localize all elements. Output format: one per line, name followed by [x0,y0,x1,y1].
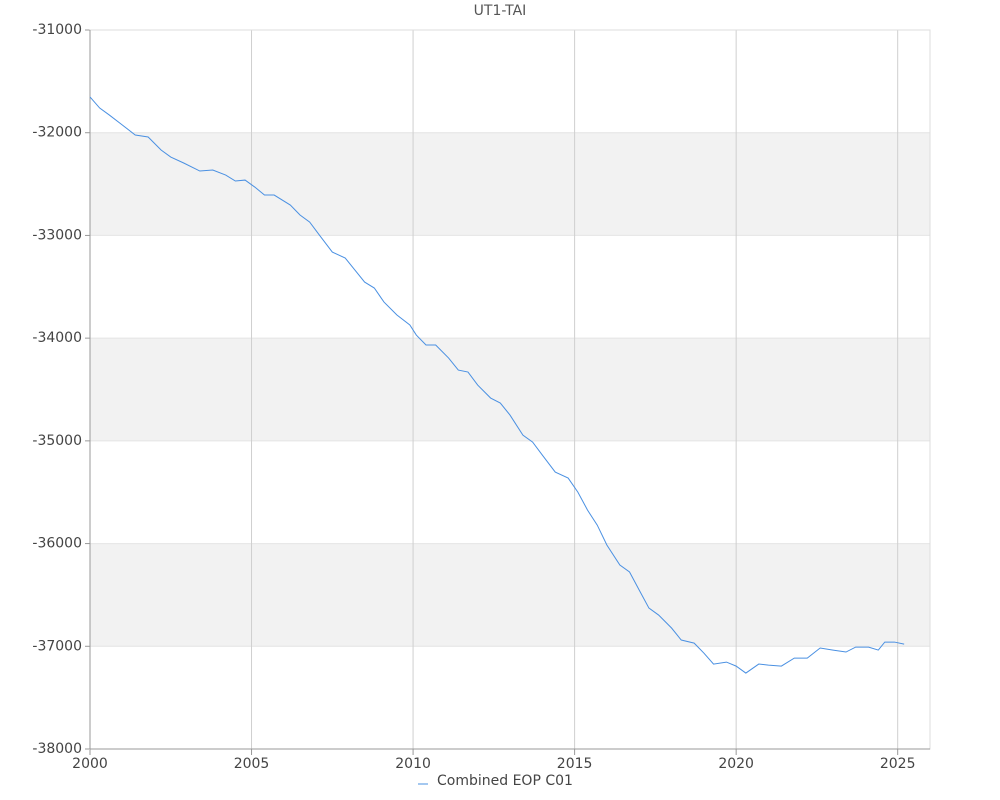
data-line [89,96,905,674]
legend-label: Combined EOP C01 [437,773,573,789]
x-tick-label: 2005 [234,756,270,772]
x-tick-label: 2010 [395,756,431,772]
band [90,543,930,647]
chart-title: UT1-TAI [474,3,527,19]
y-tick-label: -38000 [32,741,82,757]
y-tick-label: -35000 [32,433,82,449]
band [90,132,930,236]
band [90,338,930,441]
x-tick-label: 2025 [880,756,916,772]
x-tick-label: 2020 [718,756,754,772]
y-tick-label: -32000 [32,125,82,141]
y-tick-label: -31000 [32,22,82,38]
x-tick-label: 2000 [72,756,108,772]
y-tick-label: -37000 [32,638,82,654]
y-tick-label: -36000 [32,536,82,552]
y-tick-label: -34000 [32,330,82,346]
y-tick-label: -33000 [32,227,82,243]
x-tick-label: 2015 [557,756,593,772]
